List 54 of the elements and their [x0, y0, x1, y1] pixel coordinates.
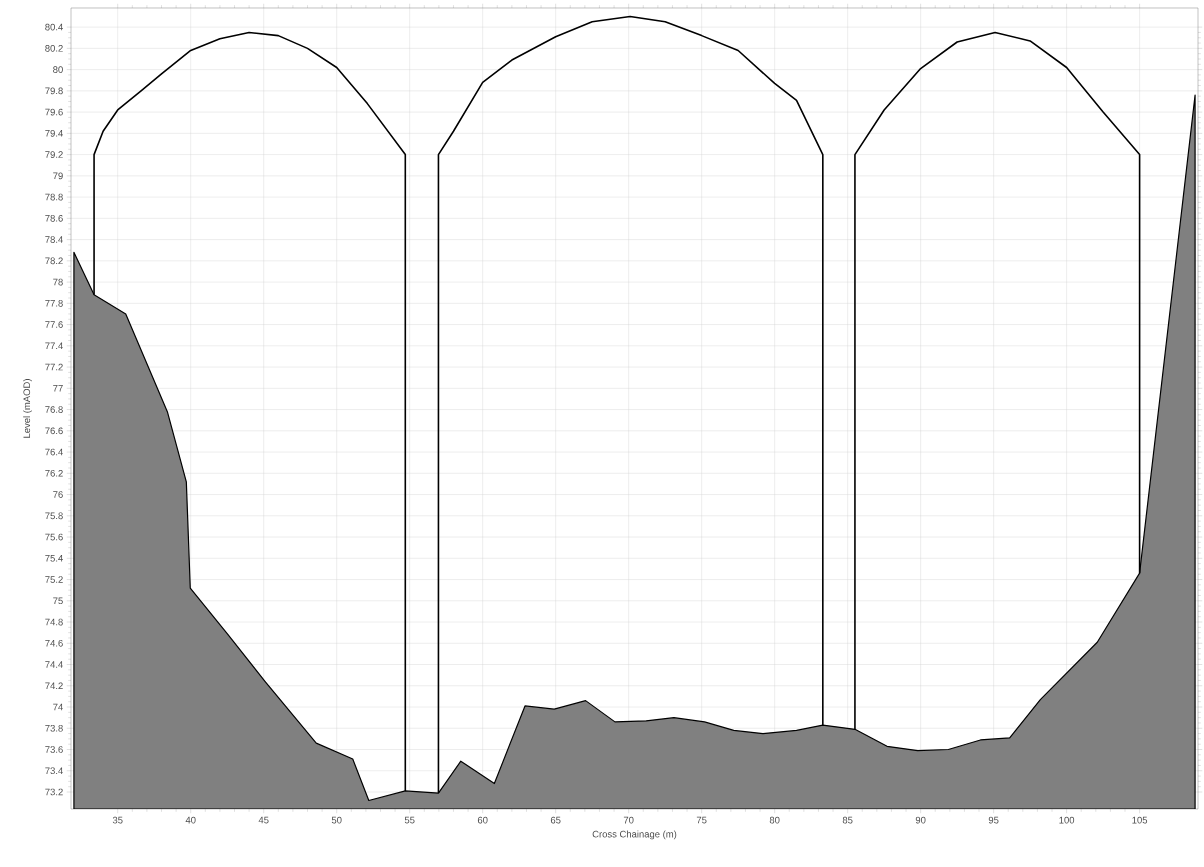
x-tick-label: 95 — [988, 816, 999, 824]
y-tick-label: 77.8 — [45, 299, 63, 307]
y-tick-label: 75.8 — [45, 512, 63, 520]
x-tick-label: 90 — [915, 816, 926, 824]
y-tick-label: 77.2 — [45, 363, 63, 371]
y-tick-label: 74.4 — [45, 661, 63, 668]
y-tick-label: 74.8 — [45, 618, 63, 626]
x-tick-label: 50 — [331, 816, 342, 824]
y-tick-label: 78.8 — [45, 193, 63, 201]
x-tick-label: 45 — [258, 816, 269, 824]
y-tick-label: 77.6 — [45, 321, 63, 328]
x-tick-label: 65 — [550, 816, 561, 824]
x-tick-label: 85 — [842, 816, 853, 824]
y-tick-label: 75.4 — [45, 554, 63, 562]
y-tick-label: 76.2 — [45, 469, 63, 477]
y-tick-label: 79.4 — [45, 130, 63, 137]
y-tick-label: 73.2 — [45, 788, 63, 796]
y-tick-label: 78.6 — [45, 214, 63, 222]
y-tick-label: 79.2 — [45, 151, 63, 158]
y-tick-label: 80 — [53, 66, 63, 73]
y-tick-label: 78 — [53, 278, 63, 286]
y-tick-label: 75.2 — [45, 576, 63, 583]
x-tick-label: 40 — [185, 816, 196, 824]
x-tick-label: 75 — [696, 816, 707, 824]
y-tick-label: 77.4 — [45, 342, 63, 350]
y-tick-label: 76.6 — [45, 427, 63, 435]
y-tick-label: 78.4 — [45, 236, 63, 243]
x-tick-label: 70 — [623, 816, 634, 824]
y-axis-title: Level (mAOD) — [23, 379, 32, 438]
x-tick-label: 60 — [477, 816, 488, 824]
x-axis-title: Cross Chainage (m) — [592, 830, 677, 840]
y-tick-label: 74 — [53, 703, 63, 711]
y-tick-label: 76 — [53, 491, 63, 498]
y-tick-label: 75.6 — [45, 533, 63, 541]
y-tick-label: 79.8 — [45, 87, 63, 95]
y-tick-label: 80.2 — [45, 45, 63, 52]
y-tick-label: 74.6 — [45, 639, 63, 647]
y-tick-label: 77 — [53, 385, 63, 392]
y-tick-label: 75 — [53, 597, 63, 605]
y-tick-label: 79 — [53, 172, 63, 180]
x-tick-label: 105 — [1132, 816, 1148, 824]
y-tick-label: 80.4 — [45, 23, 63, 31]
y-tick-label: 73.8 — [45, 724, 63, 732]
x-tick-label: 100 — [1059, 816, 1075, 824]
y-tick-label: 73.4 — [45, 767, 63, 775]
y-tick-label: 73.6 — [45, 746, 63, 753]
y-tick-label: 76.4 — [45, 448, 63, 456]
y-tick-label: 76.8 — [45, 406, 63, 413]
y-tick-label: 74.2 — [45, 682, 63, 690]
x-tick-label: 55 — [404, 816, 415, 824]
x-tick-label: 35 — [112, 816, 123, 824]
x-tick-label: 80 — [769, 816, 780, 824]
y-tick-label: 78.2 — [45, 257, 63, 265]
y-tick-label: 79.6 — [45, 108, 63, 116]
